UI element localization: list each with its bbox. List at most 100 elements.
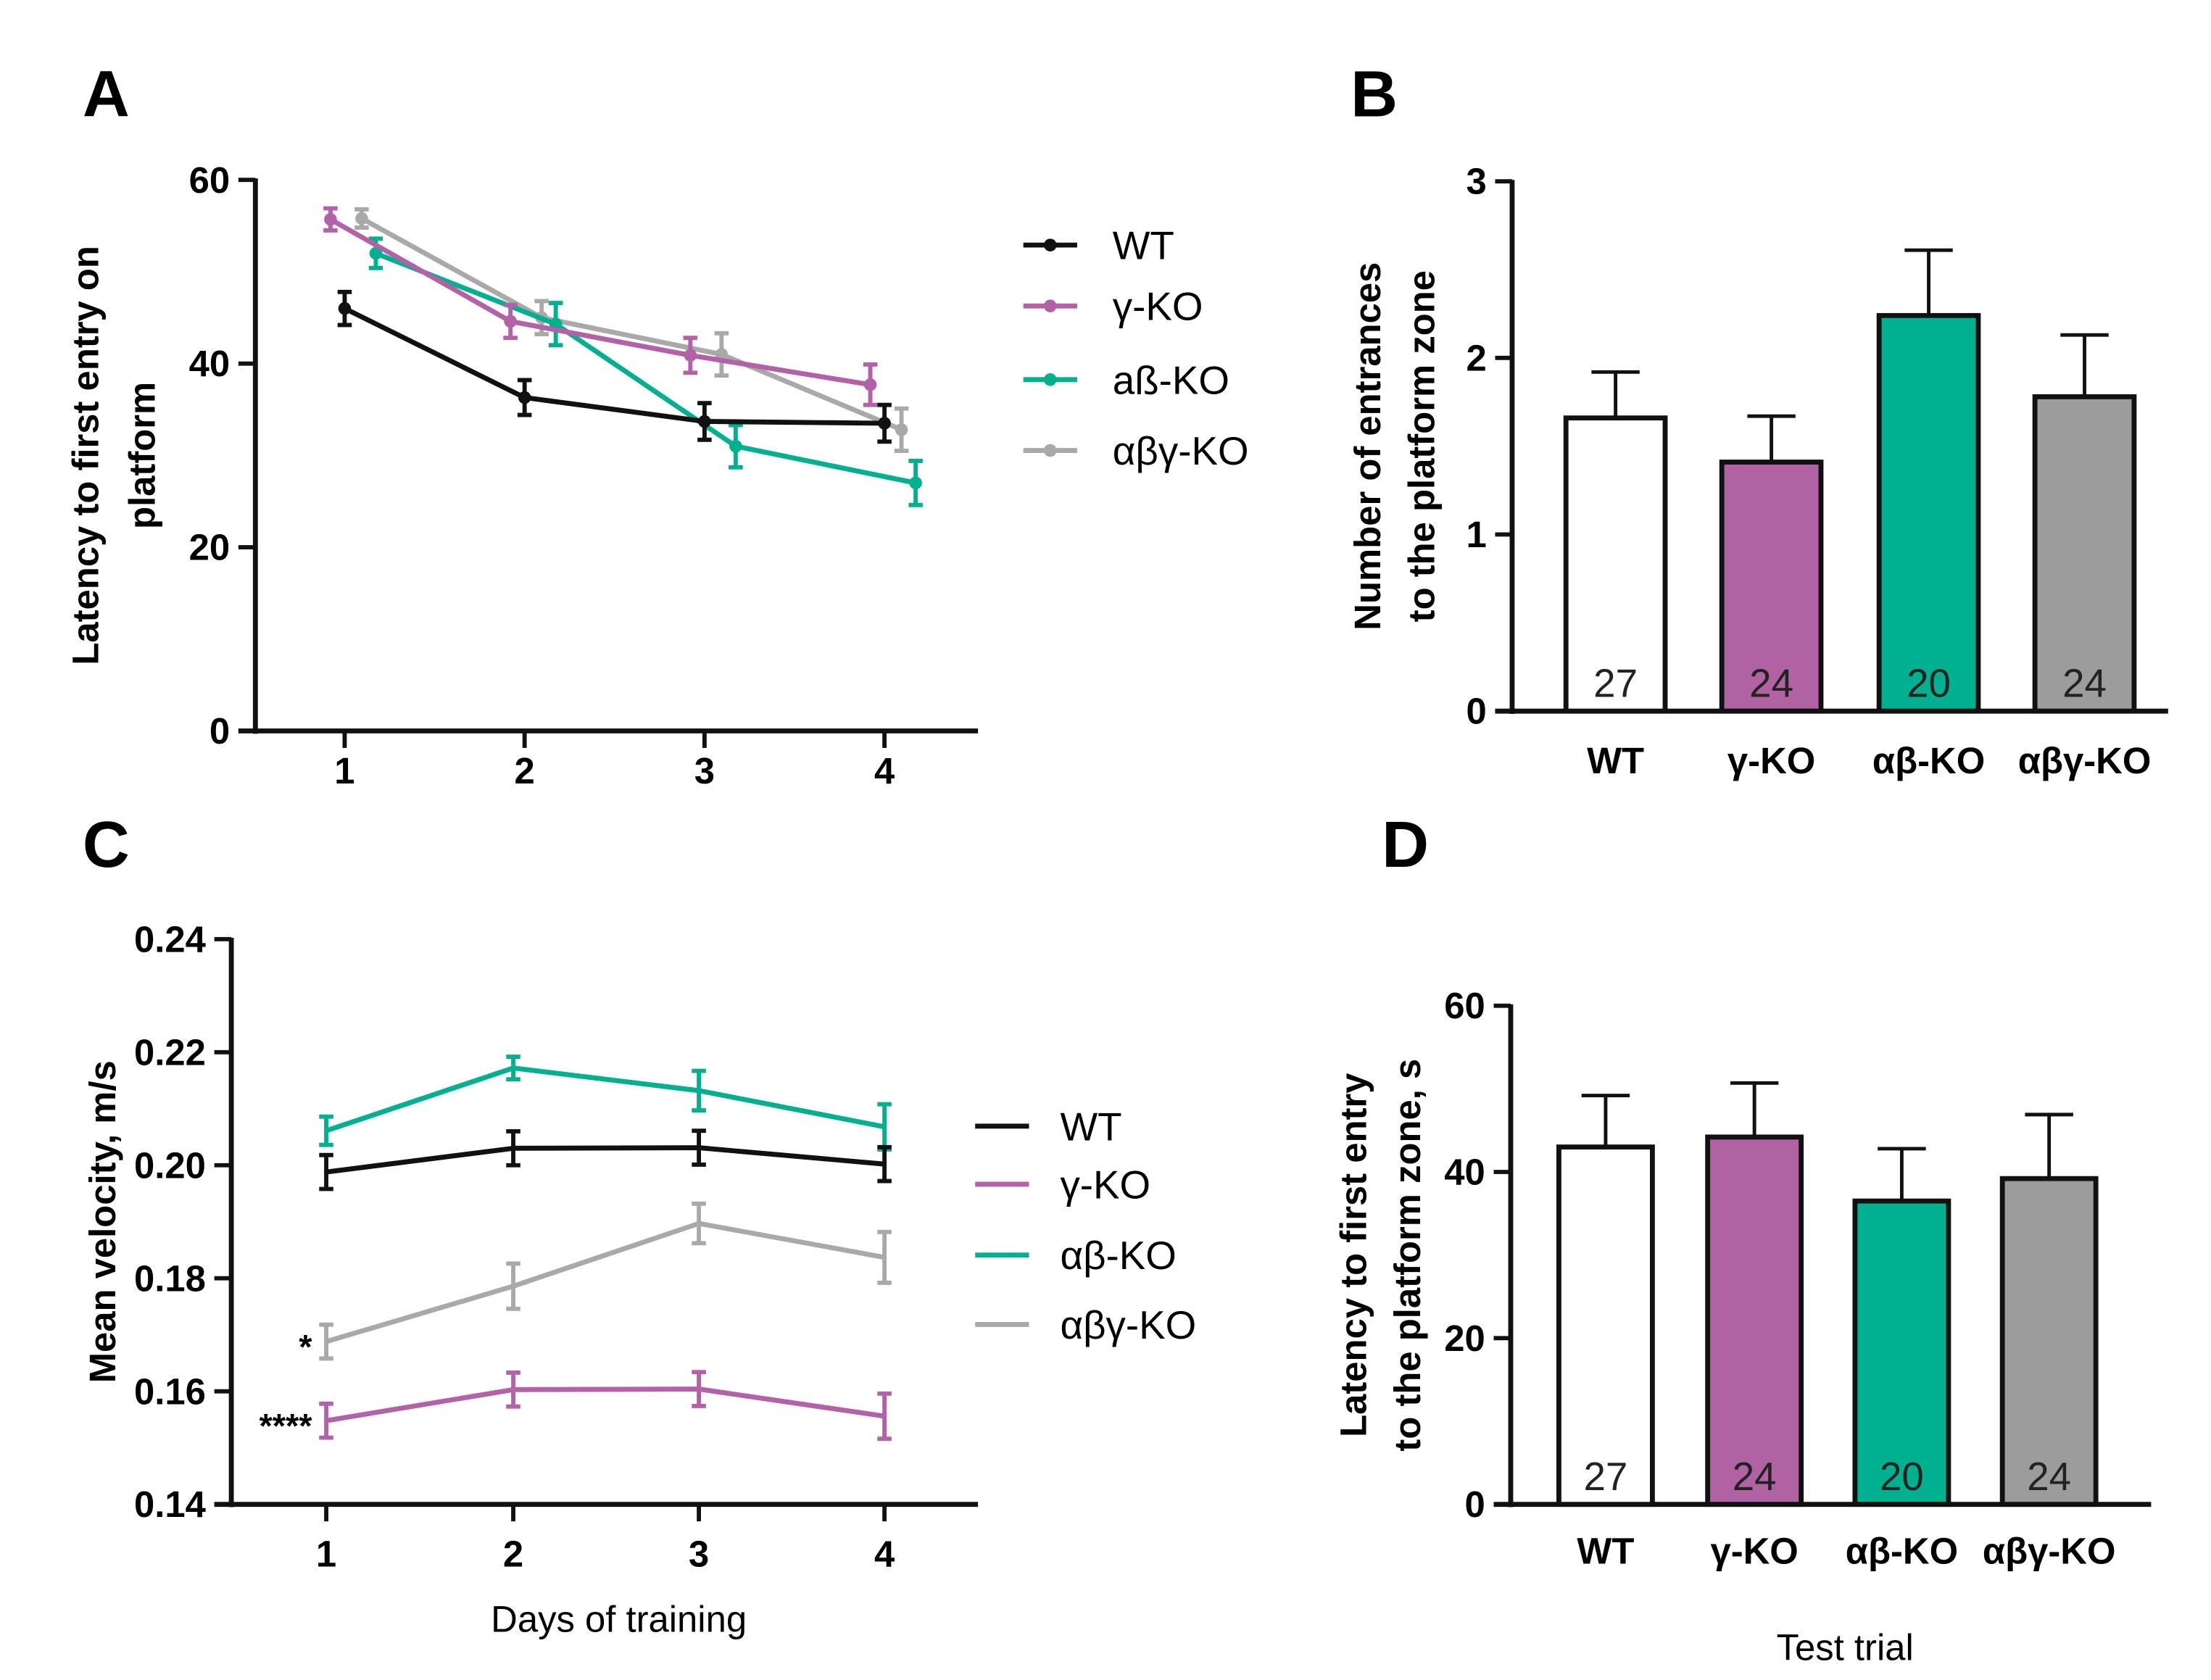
significance-stars: ****	[259, 1407, 312, 1445]
bar	[1999, 1176, 2099, 1508]
bar	[2032, 394, 2137, 714]
data-point	[729, 439, 742, 453]
panel-a: 0 20 40 60 Latency to first entry on platform…	[65, 159, 1248, 791]
y-tick-label: 20	[189, 527, 231, 568]
y-axis-label: Number of entrances	[1347, 262, 1388, 631]
y-tick-label: 0	[1465, 1484, 1485, 1525]
n-label: 27	[1593, 661, 1638, 706]
data-point	[324, 1128, 328, 1134]
bar-group: 24 αβγ-KO	[2018, 333, 2152, 781]
legend-item: WT	[975, 1104, 1122, 1149]
n-label: 20	[1907, 661, 1951, 706]
bar	[1705, 1134, 1804, 1508]
legend-label: αβ-KO	[1060, 1233, 1176, 1278]
y-tick-label: 0.16	[134, 1371, 206, 1412]
series-abg	[354, 207, 909, 453]
series-line	[375, 251, 916, 486]
x-tick-label: 4	[874, 1534, 895, 1575]
legend-marker	[1043, 444, 1057, 457]
data-point	[882, 1414, 887, 1418]
data-point	[511, 1387, 515, 1392]
bar-group: 24 γ-KO	[1705, 1081, 1804, 1572]
legend-item: αβ-KO	[975, 1233, 1177, 1278]
legend-item: αβγ-KO	[1023, 428, 1249, 473]
data-point	[355, 212, 368, 225]
series-line	[325, 1386, 885, 1423]
x-tick-label: γ-KO	[1710, 1531, 1798, 1572]
y-tick-label: 0	[210, 710, 230, 752]
n-label: 24	[1749, 661, 1793, 706]
y-axis-label: to the platform zone	[1401, 270, 1442, 622]
bar-group: 24 αβγ-KO	[1983, 1113, 2116, 1572]
n-label: 27	[1583, 1454, 1627, 1499]
y-axis-label: to the platform zone, s	[1387, 1059, 1428, 1452]
data-point	[697, 1145, 701, 1150]
series-line	[325, 1065, 885, 1134]
panel-letter-d: D	[1382, 809, 1429, 881]
x-tick-label: αβγ-KO	[1983, 1531, 2116, 1572]
data-point	[863, 378, 877, 391]
x-tick-label: αβ-KO	[1846, 1531, 1958, 1572]
data-point	[511, 1284, 515, 1289]
data-point	[698, 415, 711, 428]
x-tick-label: 1	[334, 750, 354, 791]
data-point	[511, 1146, 515, 1151]
bar	[1852, 1198, 1951, 1508]
bar	[1556, 1144, 1655, 1508]
y-tick-label: 40	[1444, 1152, 1485, 1193]
data-point	[324, 212, 337, 226]
panel-letter-a: A	[83, 58, 130, 130]
y-axis-label: Latency to first entry	[1333, 1073, 1374, 1436]
n-label: 24	[1733, 1454, 1777, 1499]
x-tick-label: 3	[689, 1534, 709, 1575]
legend-label: WT	[1060, 1104, 1121, 1149]
y-axis-label: platform	[122, 382, 163, 529]
legend-item: αβγ-KO	[975, 1302, 1196, 1347]
x-tick-label: WT	[1577, 1531, 1634, 1572]
y-tick-label: 0.24	[134, 918, 206, 960]
y-tick-label: 3	[1466, 161, 1486, 202]
x-axis-label: Days of training	[491, 1599, 747, 1640]
bar-group: 20 αβ-KO	[1846, 1147, 1958, 1572]
legend-label: aß-KO	[1113, 357, 1229, 402]
data-point	[882, 1124, 887, 1129]
legend-item: aß-KO	[1023, 357, 1229, 402]
series-WT	[319, 1128, 892, 1192]
legend-marker	[1043, 299, 1057, 312]
series-line	[329, 217, 871, 388]
legend-item: γ-KO	[1023, 284, 1203, 329]
data-point	[895, 423, 908, 436]
bar	[1719, 459, 1824, 714]
legend-marker	[1043, 373, 1057, 386]
panel-d: 0 20 40 60 Latency to first entry to the plat…	[1333, 985, 2152, 1668]
x-tick-label: WT	[1587, 740, 1644, 781]
data-point	[697, 1386, 701, 1392]
data-point	[338, 302, 352, 315]
x-tick-label: αβ-KO	[1872, 740, 1985, 781]
legend-label: γ-KO	[1060, 1162, 1150, 1207]
panel-letter-c: C	[83, 809, 130, 881]
n-label: 24	[2027, 1454, 2071, 1499]
panel-letter-b: B	[1351, 58, 1398, 130]
y-tick-label: 0.14	[134, 1484, 206, 1525]
y-tick-label: 60	[1444, 985, 1485, 1026]
series-gamma	[319, 1370, 892, 1442]
x-tick-label: αβγ-KO	[2018, 740, 2152, 781]
data-point	[909, 476, 922, 490]
bar-group: 24 γ-KO	[1719, 414, 1824, 781]
y-tick-label: 20	[1444, 1318, 1485, 1359]
data-point	[369, 246, 383, 260]
x-tick-label: 2	[515, 750, 535, 791]
x-axis-label: Test trial	[1777, 1627, 1914, 1668]
legend-item: γ-KO	[975, 1162, 1150, 1207]
y-tick-label: 1	[1466, 514, 1486, 555]
legend-label: WT	[1113, 223, 1174, 268]
legend-label: αβγ-KO	[1060, 1302, 1196, 1347]
data-point	[697, 1221, 701, 1226]
data-point	[882, 1162, 887, 1167]
series-line	[325, 1221, 885, 1344]
bar	[1876, 312, 1981, 714]
significance-stars: *	[299, 1328, 312, 1366]
bar-group: 20 αβ-KO	[1872, 248, 1985, 781]
y-tick-label: 40	[189, 343, 231, 384]
